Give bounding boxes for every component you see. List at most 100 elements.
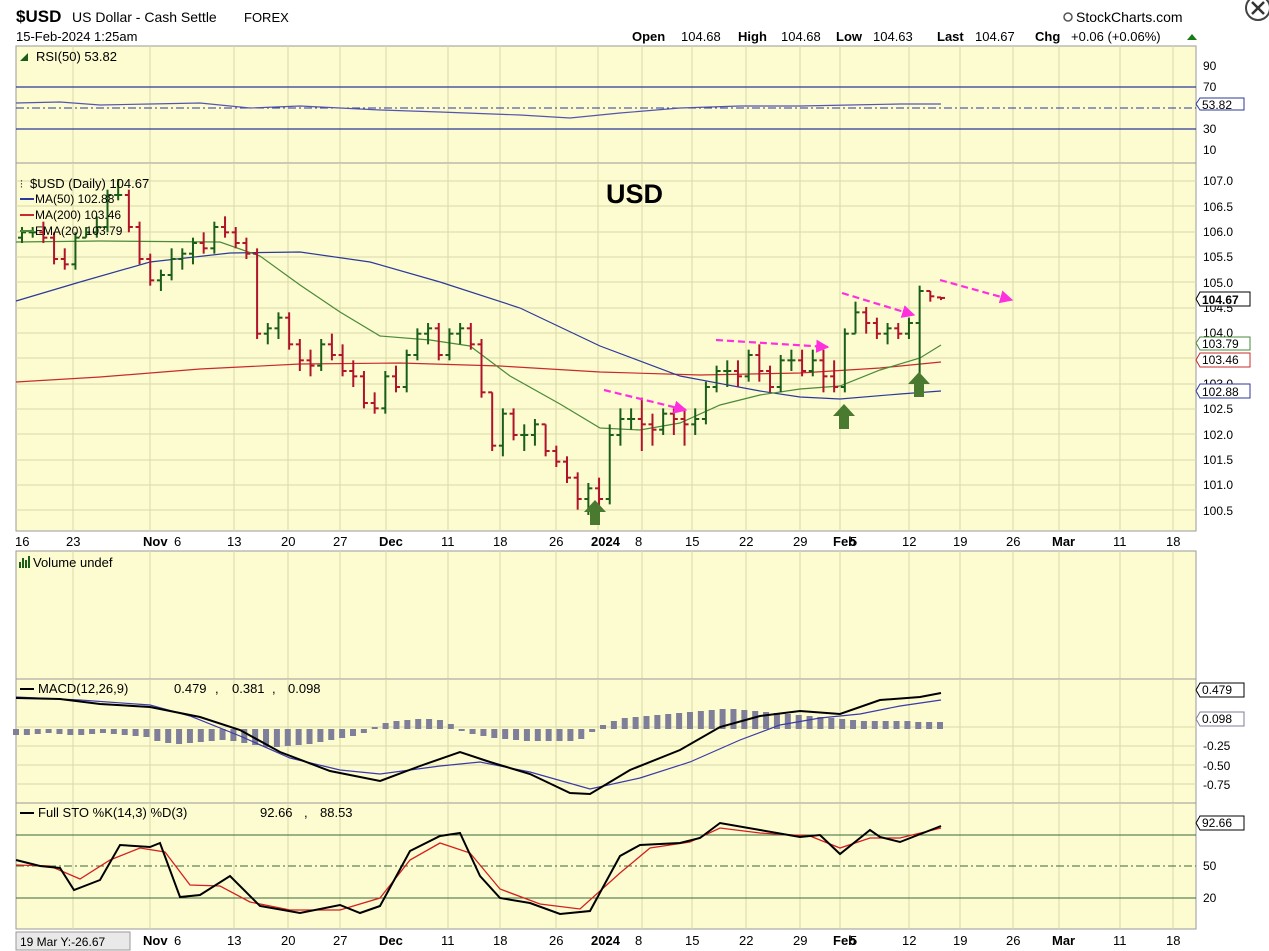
date-label: 11: [1113, 933, 1127, 948]
macd-hist-bar: [132, 729, 139, 736]
legend-ma200: MA(200) 103.46: [35, 208, 121, 222]
macd-hist-bar: [871, 721, 878, 729]
price-bar: [82, 227, 91, 239]
date-label: 27: [333, 933, 347, 948]
macd-hist-bar: [89, 729, 96, 734]
price-bar: [520, 424, 529, 451]
rsi-value-tag: 53.82: [1195, 97, 1245, 112]
macd-hist-bar: [676, 713, 683, 729]
macd-hist-bar: [382, 723, 389, 729]
macd-hist-bar: [404, 720, 411, 729]
date-label: 22: [739, 933, 753, 948]
date-label: 18: [1166, 534, 1180, 549]
rsi-panel: RSI(50) 53.82 90 70 30 10 53.82: [15, 45, 1245, 164]
macd-hist-bar: [643, 716, 650, 729]
macd-hist-bar: [915, 722, 922, 729]
price-bar: [616, 408, 625, 446]
sto-panel: Full STO %K(14,3) %D(3) 92.66 , 88.53 50…: [15, 802, 1245, 930]
ma50-tag-text: 102.88: [1202, 385, 1239, 399]
price-bar: [92, 216, 101, 238]
header-exchange: FOREX: [244, 10, 289, 25]
up-arrow-icon: [833, 404, 855, 429]
chg-value: +0.06 (+0.06%): [1071, 29, 1161, 44]
price-tick: 105.5: [1203, 250, 1233, 264]
price-bar: [114, 179, 123, 201]
macd-hist-bar: [839, 719, 846, 729]
pink-dashed-arrows: [603, 278, 1014, 414]
date-label: 23: [66, 534, 80, 549]
macd-hist-bar: [263, 729, 270, 747]
pink-arrow-2: [715, 338, 830, 353]
price-bar: [381, 371, 390, 414]
sto-label: Full STO %K(14,3) %D(3): [38, 805, 187, 820]
close-icon[interactable]: [1245, 0, 1269, 21]
volume-legend-icon: [19, 556, 30, 568]
crosshair-readout: 19 Mar Y:-26.67: [15, 931, 131, 951]
macd-panel: MACD(12,26,9) 0.479 , 0.381 , 0.098 -0.2…: [13, 678, 1245, 804]
high-label: High: [738, 29, 767, 44]
macd-hist-bar: [850, 720, 857, 729]
price-tick: 106.5: [1203, 200, 1233, 214]
high-value: 104.68: [781, 29, 821, 44]
price-bar: [263, 323, 272, 345]
price-bar: [456, 323, 465, 345]
macd-hist-bar: [295, 729, 302, 745]
price-bar: [338, 344, 347, 377]
date-label: 8: [635, 534, 642, 549]
price-bar: [50, 232, 59, 265]
date-label: 19: [953, 933, 967, 948]
ma200-tag: 103.46: [1195, 352, 1251, 368]
macd-hist-bar: [360, 729, 367, 733]
date-label: 15: [685, 534, 699, 549]
price-bar: [445, 328, 454, 361]
rsi-line: [15, 101, 941, 119]
macd-hist-bar: [328, 729, 335, 740]
up-triangle-icon: [1187, 34, 1197, 40]
ma50-line: [15, 251, 942, 400]
last-price-tag: 104.67: [1195, 291, 1251, 307]
macd-hist-bar: [99, 729, 106, 733]
price-bar: [392, 365, 401, 393]
macd-hist-bar: [219, 729, 226, 740]
macd-tick-labels: -0.25 -0.50 -0.75: [1203, 739, 1231, 792]
macd-hist-bar: [600, 725, 607, 729]
date-label: 11: [441, 534, 455, 549]
date-label: 26: [549, 933, 563, 948]
macd-hist-bar: [176, 729, 183, 744]
legend-symbol: $USD (Daily) 104.67: [30, 176, 149, 191]
price-tick: 107.0: [1203, 174, 1233, 188]
open-label: Open: [632, 29, 665, 44]
chg-label: Chg: [1035, 29, 1060, 44]
price-bar: [477, 339, 486, 398]
rsi-tag-text: 53.82: [1202, 98, 1232, 112]
date-label: 26: [1006, 933, 1020, 948]
macd-sep-2: ,: [272, 681, 276, 696]
header-description: US Dollar - Cash Settle: [72, 9, 217, 25]
price-bar: [413, 328, 422, 361]
price-bar: [253, 248, 262, 339]
rsi-gridlines: [72, 46, 1174, 163]
date-label: 29: [793, 933, 807, 948]
price-bar: [39, 221, 48, 243]
price-bar: [798, 349, 807, 377]
macd-hist-bar: [34, 729, 41, 734]
macd-hist-bar: [273, 729, 280, 747]
sto-sep: ,: [304, 805, 308, 820]
date-label: Feb: [833, 534, 856, 549]
price-bar: [562, 456, 571, 483]
price-bar: [349, 360, 358, 387]
macd-hist-bar: [904, 721, 911, 729]
macd-hist-value: 0.098: [288, 681, 321, 696]
macd-hist-bar: [241, 729, 248, 743]
price-bar: [808, 349, 817, 377]
price-bar: [188, 237, 197, 265]
macd-hist-bar: [78, 729, 85, 735]
ema20-line: [15, 240, 942, 431]
macd-hist-bar: [882, 721, 889, 729]
bars-legend-icon: ⫶: [20, 179, 23, 191]
macd-hist-bar: [893, 721, 900, 729]
rsi-tick-90: 90: [1203, 59, 1217, 73]
price-bar: [701, 381, 710, 425]
macd-hist-bar: [110, 729, 117, 734]
price-tick: 100.5: [1203, 504, 1233, 518]
